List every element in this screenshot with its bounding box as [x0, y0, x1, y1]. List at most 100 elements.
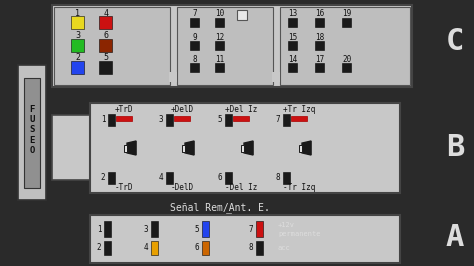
Bar [166, 172, 173, 184]
Bar [291, 116, 307, 121]
Text: 8: 8 [249, 243, 253, 252]
Bar [104, 221, 111, 237]
Text: C: C [446, 27, 464, 56]
Bar [116, 116, 132, 121]
Bar [237, 10, 247, 20]
Text: 11: 11 [215, 55, 225, 64]
Bar [191, 63, 200, 72]
Text: 5: 5 [195, 225, 199, 234]
Text: 7: 7 [193, 10, 197, 19]
Bar [52, 115, 90, 180]
Bar [72, 39, 84, 52]
Bar [166, 114, 173, 126]
Bar [152, 241, 158, 255]
Polygon shape [302, 141, 311, 155]
Polygon shape [127, 141, 136, 155]
Text: -Tr Izq: -Tr Izq [283, 184, 315, 193]
Bar [283, 114, 291, 126]
Text: 7: 7 [276, 115, 280, 124]
Bar [182, 144, 185, 152]
Bar [90, 215, 400, 263]
Bar [174, 116, 190, 121]
Bar [241, 144, 244, 152]
Text: -TrD: -TrD [115, 184, 133, 193]
Polygon shape [244, 141, 253, 155]
Bar [104, 241, 111, 255]
Text: +Tr Izq: +Tr Izq [283, 106, 315, 114]
Bar [202, 221, 210, 237]
Bar [109, 114, 116, 126]
Bar [343, 63, 352, 72]
Bar [280, 7, 410, 85]
Bar [52, 5, 412, 87]
Text: +12v: +12v [278, 222, 295, 228]
Text: 20: 20 [342, 55, 352, 64]
Text: 12: 12 [215, 32, 225, 41]
Text: 6: 6 [218, 173, 222, 182]
Text: F
U
S
E
O: F U S E O [29, 105, 35, 155]
Text: -DelD: -DelD [171, 184, 193, 193]
Text: 15: 15 [288, 32, 298, 41]
Bar [72, 60, 84, 73]
Bar [191, 18, 200, 27]
Text: 18: 18 [315, 32, 325, 41]
Text: 8: 8 [276, 173, 280, 182]
Bar [316, 40, 325, 49]
Bar [316, 18, 325, 27]
Text: 6: 6 [195, 243, 199, 252]
Bar [256, 221, 264, 237]
Bar [202, 241, 210, 255]
Bar [233, 116, 249, 121]
Bar [100, 39, 112, 52]
Bar [283, 172, 291, 184]
Text: 13: 13 [288, 10, 298, 19]
Polygon shape [185, 141, 194, 155]
Bar [289, 18, 298, 27]
Bar [72, 15, 84, 28]
Text: 5: 5 [218, 115, 222, 124]
Text: 10: 10 [215, 10, 225, 19]
Bar [226, 114, 233, 126]
Text: 7: 7 [249, 225, 253, 234]
Text: 1: 1 [97, 225, 101, 234]
Bar [100, 60, 112, 73]
Text: 5: 5 [103, 53, 109, 63]
Text: A: A [446, 223, 464, 252]
Bar [343, 18, 352, 27]
Text: 4: 4 [144, 243, 148, 252]
Text: B: B [446, 134, 464, 163]
Text: 9: 9 [193, 32, 197, 41]
Bar [289, 63, 298, 72]
Text: +TrD: +TrD [115, 106, 133, 114]
Text: permanente: permanente [278, 231, 320, 237]
Text: 2: 2 [100, 173, 105, 182]
Text: 2: 2 [75, 53, 81, 63]
Bar [24, 78, 40, 188]
Bar [316, 63, 325, 72]
Text: 8: 8 [193, 55, 197, 64]
Text: 2: 2 [97, 243, 101, 252]
Text: 3: 3 [159, 115, 164, 124]
Bar [216, 18, 225, 27]
Bar [100, 15, 112, 28]
Bar [289, 40, 298, 49]
Bar [216, 63, 225, 72]
Text: 16: 16 [315, 10, 325, 19]
Text: 3: 3 [144, 225, 148, 234]
Text: 19: 19 [342, 10, 352, 19]
Bar [272, 72, 280, 82]
Bar [226, 213, 231, 218]
Text: 1: 1 [100, 115, 105, 124]
Bar [125, 144, 127, 152]
Text: 6: 6 [103, 31, 109, 40]
Bar [18, 65, 46, 200]
Text: 1: 1 [75, 9, 81, 18]
Text: 17: 17 [315, 55, 325, 64]
Bar [216, 40, 225, 49]
Text: 3: 3 [75, 31, 81, 40]
Bar [256, 241, 264, 255]
Text: 14: 14 [288, 55, 298, 64]
Bar [169, 72, 177, 82]
Bar [191, 40, 200, 49]
Bar [226, 172, 233, 184]
